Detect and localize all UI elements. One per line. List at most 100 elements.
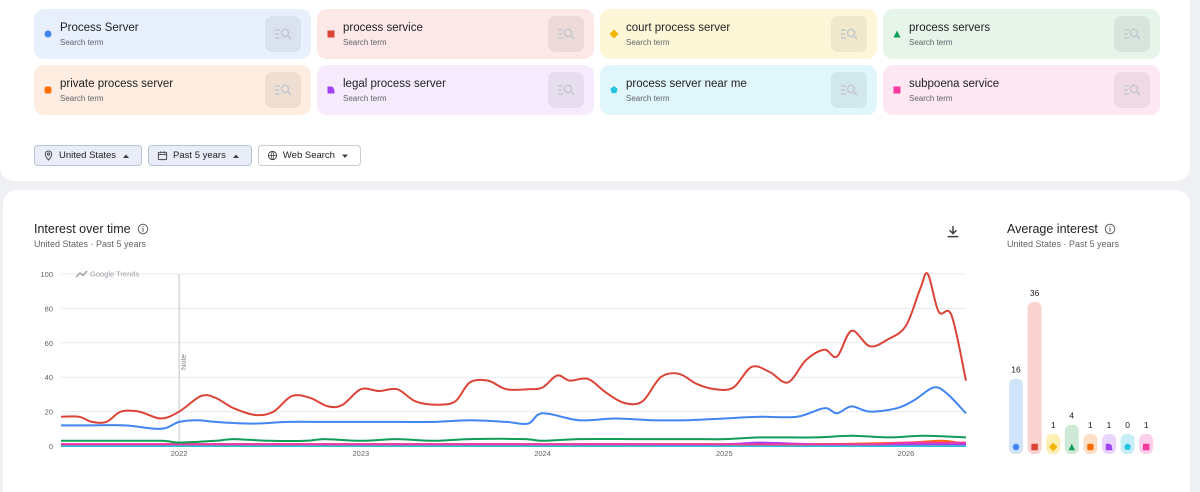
- series-marker-pentagon: [610, 86, 618, 94]
- series-line-0[interactable]: [60, 272, 967, 424]
- search-icon: [1124, 84, 1141, 96]
- search-term-type: Search term: [909, 94, 953, 103]
- series-marker-leaf: [327, 86, 335, 94]
- search-icon: [841, 28, 858, 40]
- search-term-card[interactable]: legal process server Search term: [317, 65, 594, 115]
- search-term-grid: Process Server Search term process service…: [34, 9, 1160, 115]
- y-tick-label: 40: [45, 373, 53, 382]
- series-marker: [43, 85, 53, 95]
- avg-bar-marker-diamond: [1048, 442, 1058, 452]
- avg-value-label: 0: [1125, 420, 1130, 430]
- series-marker: [43, 29, 53, 39]
- series-marker-diamond: [609, 29, 619, 39]
- avg-bar-marker-leaf: [1105, 443, 1113, 451]
- search-term-type: Search term: [343, 38, 387, 47]
- series-marker-rounded-square: [44, 86, 52, 94]
- interest-over-time-subtitle: United States · Past 5 years: [34, 239, 147, 249]
- avg-bar-marker-pentagon: [1124, 443, 1131, 450]
- avg-bar-marker-circle: [1012, 443, 1020, 451]
- search-term-type: Search term: [626, 94, 670, 103]
- avg-value-label: 1: [1088, 420, 1093, 430]
- time-filter-label: Past 5 years: [173, 150, 226, 161]
- avg-value-label: 1: [1107, 420, 1112, 430]
- search-term-name: court process server: [626, 22, 731, 34]
- download-icon[interactable]: [945, 224, 961, 240]
- interest-over-time-title: Interest over time: [34, 222, 149, 236]
- x-tick-label: 2024: [534, 449, 551, 458]
- avg-value-label: 4: [1069, 411, 1074, 421]
- search-term-name: process service: [343, 22, 423, 34]
- search-icon: [558, 28, 575, 40]
- search-term-type: Search term: [626, 38, 670, 47]
- search-icon: [275, 84, 292, 96]
- search-term-card[interactable]: private process server Search term: [34, 65, 311, 115]
- compare-search-button[interactable]: [1114, 16, 1150, 52]
- caret-up-icon: [123, 154, 130, 158]
- x-tick-label: 2025: [716, 449, 733, 458]
- compare-search-button[interactable]: [265, 72, 301, 108]
- compare-search-button[interactable]: [265, 16, 301, 52]
- search-icon: [841, 84, 858, 96]
- search-term-type: Search term: [60, 38, 104, 47]
- x-tick-label: 2022: [171, 449, 188, 458]
- location-pin-icon: [44, 150, 53, 161]
- search-term-card[interactable]: process service Search term: [317, 9, 594, 59]
- y-tick-label: 20: [45, 408, 53, 417]
- series-marker-triangle: [893, 30, 901, 38]
- compare-search-button[interactable]: [548, 72, 584, 108]
- series-marker-circle: [44, 30, 52, 38]
- search-term-card[interactable]: process servers Search term: [883, 9, 1160, 59]
- avg-bar-marker-rounded-square: [1087, 443, 1094, 451]
- series-marker: [892, 29, 902, 39]
- avg-bar-marker-square: [1142, 443, 1150, 451]
- property-filter-label: Web Search: [282, 150, 335, 161]
- location-filter[interactable]: United States: [34, 145, 143, 166]
- y-tick-label: 100: [40, 270, 53, 279]
- search-term-card[interactable]: subpoena service Search term: [883, 65, 1160, 115]
- avg-value-label: 16: [1011, 365, 1021, 375]
- search-term-type: Search term: [60, 94, 104, 103]
- compare-search-button[interactable]: [831, 72, 867, 108]
- trend-icon: [75, 270, 88, 278]
- series-line-3[interactable]: [61, 441, 966, 446]
- location-filter-label: United States: [59, 150, 117, 161]
- caret-down-icon: [341, 154, 348, 158]
- series-line-2[interactable]: [61, 434, 967, 444]
- search-term-name: subpoena service: [909, 78, 1000, 90]
- search-term-name: process server near me: [626, 78, 747, 90]
- average-interest-title-text: Average interest: [1007, 222, 1098, 236]
- info-icon[interactable]: [1104, 223, 1116, 235]
- compare-search-button[interactable]: [1114, 72, 1150, 108]
- note-label[interactable]: Note: [179, 354, 188, 370]
- avg-bar[interactable]: [1027, 302, 1042, 454]
- avg-bar[interactable]: [1064, 424, 1079, 454]
- search-term-card[interactable]: Process Server Search term: [34, 9, 311, 59]
- series-marker: [892, 85, 902, 95]
- interest-over-time-title-text: Interest over time: [34, 222, 131, 236]
- search-term-card[interactable]: process server near me Search term: [600, 65, 877, 115]
- search-terms-panel: Process Server Search term process service…: [0, 0, 1190, 181]
- search-icon: [1124, 28, 1141, 40]
- property-filter[interactable]: Web Search: [257, 145, 361, 166]
- average-interest-title: Average interest: [1007, 222, 1116, 236]
- info-icon[interactable]: [137, 223, 149, 235]
- time-filter[interactable]: Past 5 years: [148, 145, 252, 166]
- search-term-name: process servers: [909, 22, 991, 34]
- avg-bar-marker-triangle: [1068, 443, 1076, 451]
- search-icon: [275, 28, 292, 40]
- avg-bar[interactable]: [1009, 378, 1023, 454]
- x-tick-label: 2026: [898, 449, 915, 458]
- search-term-card[interactable]: court process server Search term: [600, 9, 877, 59]
- caret-up-icon: [232, 154, 239, 158]
- watermark-text: Google Trends: [90, 270, 139, 279]
- search-term-name: private process server: [60, 78, 174, 90]
- compare-search-button[interactable]: [548, 16, 584, 52]
- compare-search-button[interactable]: [831, 16, 867, 52]
- avg-value-label: 1: [1051, 420, 1056, 430]
- series-line-1[interactable]: [61, 386, 967, 430]
- y-tick-label: 80: [45, 304, 53, 313]
- search-term-name: Process Server: [60, 22, 139, 34]
- search-term-type: Search term: [343, 94, 387, 103]
- search-term-type: Search term: [909, 38, 953, 47]
